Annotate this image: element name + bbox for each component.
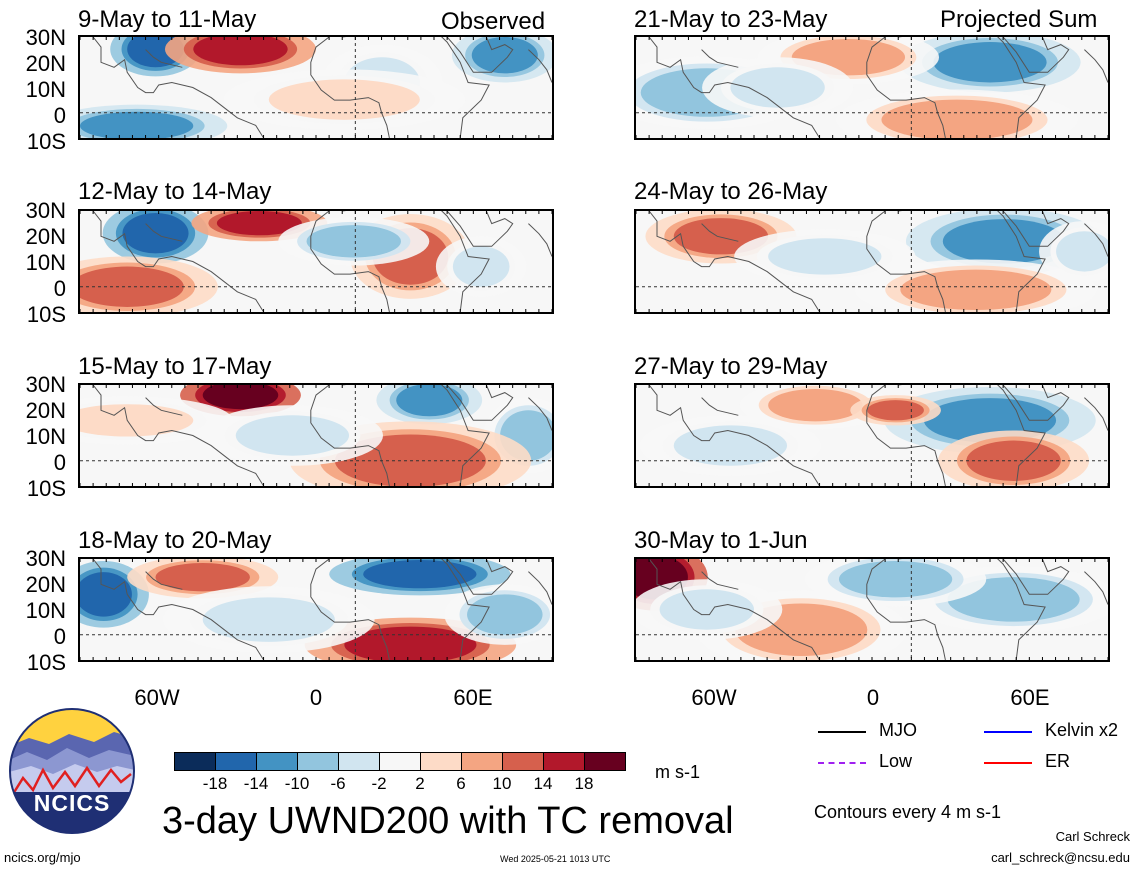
lat-label-eq: 0 <box>53 450 66 475</box>
colorbar-cell <box>543 752 585 771</box>
legend-label-mjo: MJO <box>879 720 917 740</box>
lat-label-10n: 10N <box>25 598 66 623</box>
contours-note: Contours every 4 m s-1 <box>814 802 1002 822</box>
colorbar-units: m s-1 <box>655 762 700 782</box>
lat-label-30n: 30N <box>25 25 66 50</box>
legend-line-low <box>818 762 866 764</box>
lat-label-20n: 20N <box>25 398 66 423</box>
lat-label-30n: 30N <box>25 546 66 571</box>
lat-label-20n: 20N <box>25 51 66 76</box>
footer-author: Carl Schreck <box>1055 829 1130 844</box>
main-title: 3-day UWND200 with TC removal <box>162 800 734 842</box>
panel-title-right-2: 24-May to 26-May <box>634 178 828 205</box>
lat-label-30n: 30N <box>25 198 66 223</box>
lat-label-20n: 20N <box>25 224 66 249</box>
lon-label-60w: 60W <box>134 685 180 710</box>
legend-line-er <box>984 762 1032 764</box>
map-field <box>636 559 1108 660</box>
colorbar-tick-label: -10 <box>284 774 310 793</box>
lon-label-60w: 60W <box>691 685 737 710</box>
map-field <box>80 211 552 312</box>
footer-email: carl_schreck@ncsu.edu <box>991 850 1130 865</box>
map-panel-left-3 <box>78 383 554 488</box>
colorbar-cell <box>338 752 380 771</box>
map-panel-left-2 <box>78 209 554 314</box>
colorbar-tick-label: 2 <box>415 774 425 793</box>
colorbar-cell <box>461 752 503 771</box>
lat-label-10n: 10N <box>25 250 66 275</box>
footer-url: ncics.org/mjo <box>4 850 81 865</box>
colorbar-cell <box>379 752 421 771</box>
lon-label-0: 0 <box>309 685 323 710</box>
lat-label-20n: 20N <box>25 572 66 597</box>
lat-label-eq: 0 <box>53 276 66 301</box>
lat-label-30n: 30N <box>25 372 66 397</box>
panel-title-right-1: 21-May to 23-May <box>634 6 828 33</box>
legend-label-kelvin: Kelvin x2 <box>1045 720 1119 740</box>
legend-line-kelvin <box>984 731 1032 733</box>
lat-label-eq: 0 <box>53 624 66 649</box>
lat-label-10s: 10S <box>26 476 66 501</box>
map-panel-right-2 <box>634 209 1110 314</box>
lat-label-10n: 10N <box>25 77 66 102</box>
colorbar-tick-label: -14 <box>243 774 269 793</box>
map-panel-left-1 <box>78 35 554 140</box>
map-panel-right-1 <box>634 35 1110 140</box>
colorbar-cell <box>584 752 626 771</box>
lon-label-60e: 60E <box>1010 685 1050 710</box>
colorbar-cell <box>297 752 339 771</box>
map-field <box>636 211 1108 312</box>
lat-label-10s: 10S <box>26 129 66 154</box>
colorbar-cell <box>215 752 257 771</box>
colorbar-cell <box>502 752 544 771</box>
footer-timestamp: Wed 2025-05-21 1013 UTC <box>500 854 611 864</box>
legend-label-low: Low <box>879 751 913 771</box>
legend-line-mjo <box>818 731 866 733</box>
colorbar-tick-label: 6 <box>456 774 466 793</box>
panel-label-observed: Observed <box>441 8 546 35</box>
colorbar-cell <box>256 752 298 771</box>
lon-label-0: 0 <box>866 685 880 710</box>
colorbar-tick-label: -2 <box>371 774 387 793</box>
map-field <box>80 37 552 138</box>
lat-label-10s: 10S <box>26 650 66 675</box>
panel-title-left-4: 18-May to 20-May <box>78 527 272 554</box>
colorbar-cell <box>420 752 462 771</box>
map-field <box>636 37 1108 138</box>
lat-label-10n: 10N <box>25 424 66 449</box>
panel-label-projected: Projected Sum <box>940 6 1098 33</box>
colorbar-tick-label: 10 <box>492 774 512 793</box>
legend-label-er: ER <box>1045 751 1071 771</box>
panel-title-left-2: 12-May to 14-May <box>78 178 272 205</box>
panel-title-right-3: 27-May to 29-May <box>634 353 828 380</box>
colorbar-tick-label: 18 <box>574 774 594 793</box>
logo-text: NCICS <box>33 790 111 816</box>
colorbar-tick-label: 14 <box>533 774 553 793</box>
panel-title-left-3: 15-May to 17-May <box>78 353 272 380</box>
ncics-logo: NCICS <box>9 708 135 834</box>
colorbar-tick-label: -6 <box>330 774 346 793</box>
map-field <box>80 559 552 660</box>
map-panel-right-3 <box>634 383 1110 488</box>
colorbar-cell <box>174 752 216 771</box>
map-field <box>80 385 552 486</box>
map-panel-right-4 <box>634 557 1110 662</box>
map-field <box>636 385 1108 486</box>
panel-title-left-1: 9-May to 11-May <box>78 6 257 33</box>
map-panel-left-4 <box>78 557 554 662</box>
lon-label-60e: 60E <box>453 685 493 710</box>
colorbar-tick-label: -18 <box>202 774 228 793</box>
panel-title-right-4: 30-May to 1-Jun <box>634 527 808 554</box>
lat-label-eq: 0 <box>53 103 66 128</box>
lat-label-10s: 10S <box>26 302 66 327</box>
